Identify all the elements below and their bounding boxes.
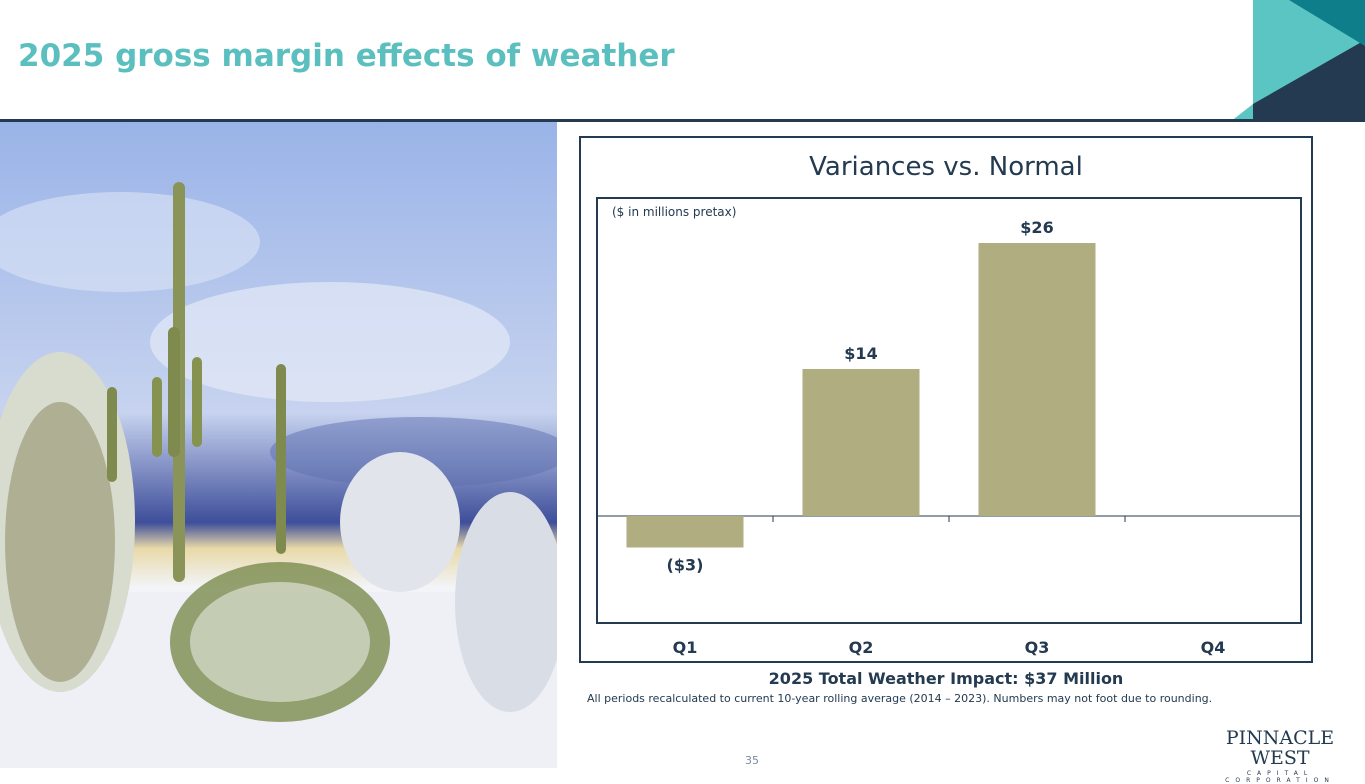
total-weather-impact: 2025 Total Weather Impact: $37 Million: [768, 669, 1124, 688]
data-label-q1: ($3): [667, 556, 704, 575]
page-number: 35: [745, 754, 759, 767]
footnote: All periods recalculated to current 10-y…: [587, 692, 1213, 705]
logo-subtitle: CAPITAL CORPORATION: [1225, 770, 1335, 784]
data-label-q2: $14: [844, 344, 877, 363]
chart-subtitle: ($ in millions pretax): [612, 205, 736, 219]
desert-snow-photo: [0, 122, 557, 768]
category-label-q2: Q2: [849, 638, 874, 657]
bar-q1: [626, 516, 744, 548]
company-logo: PINNACLE WEST CAPITAL CORPORATION: [1205, 728, 1355, 784]
data-label-q3: $26: [1020, 218, 1053, 237]
chart-title: Variances vs. Normal: [809, 152, 1083, 182]
plot-area-border: [596, 197, 1302, 624]
bar-q3: [978, 243, 1096, 516]
chart-panel: Variances vs. Normal ($ in millions pret…: [579, 136, 1313, 663]
category-label-q3: Q3: [1025, 638, 1050, 657]
category-label-q1: Q1: [673, 638, 698, 657]
page-title: 2025 gross margin effects of weather: [18, 38, 675, 74]
header-divider: [0, 119, 1365, 122]
logo-wordmark: PINNACLE WEST: [1225, 727, 1335, 769]
category-label-q4: Q4: [1201, 638, 1226, 657]
corner-decoration: [1230, 0, 1365, 122]
bar-q2: [802, 369, 920, 516]
bar-chart: ($ in millions pretax) ($3) $14 $26 Q1 Q2 Q3…: [596, 197, 1302, 657]
